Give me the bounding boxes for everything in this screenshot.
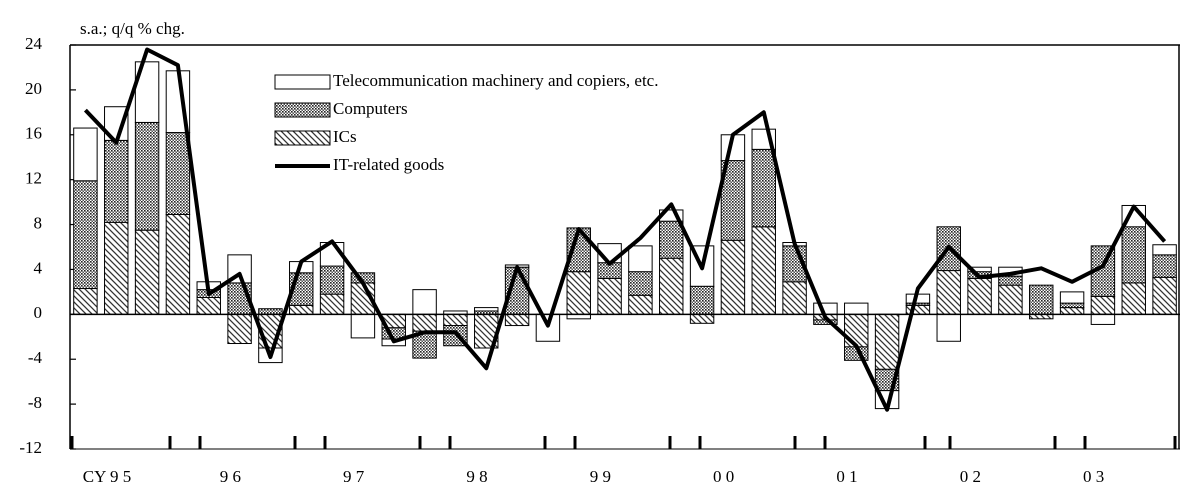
bar-segment <box>998 275 1023 286</box>
line-series <box>83 47 1167 412</box>
bar-segment <box>628 294 653 315</box>
legend-swatch <box>274 130 331 146</box>
legend-swatch <box>274 102 331 118</box>
y-tick-label: -12 <box>19 438 42 457</box>
bar-segment <box>134 229 160 315</box>
unit-label: s.a.; q/q % chg. <box>80 19 185 38</box>
bar-segment <box>535 313 561 342</box>
bar-segment <box>73 288 98 315</box>
bar-segment <box>874 313 900 370</box>
bar-segment <box>196 297 221 315</box>
bar-segment <box>659 257 684 315</box>
bar-segment <box>350 313 376 339</box>
legend-label: IT-related goods <box>333 155 444 174</box>
bar-segment <box>134 61 160 123</box>
bar-segment <box>1152 244 1177 256</box>
bar-segment <box>936 270 961 315</box>
bar-segment <box>412 313 437 332</box>
x-tick-label: CY 9 5 <box>83 467 132 486</box>
legend-label: Telecommunication machinery and copiers,… <box>333 71 658 90</box>
bar-segment <box>443 313 468 327</box>
bar-segment <box>628 245 653 273</box>
bar-segment <box>844 302 869 315</box>
x-tick-label: 0 3 <box>1083 467 1104 486</box>
bar-segment <box>319 293 345 315</box>
bar-segment <box>628 271 653 296</box>
x-tick-label: 9 6 <box>220 467 241 486</box>
bar-segment <box>689 313 715 324</box>
y-tick-label: 4 <box>34 258 43 277</box>
bar-segment <box>566 271 591 315</box>
bar-segment <box>165 213 191 315</box>
bar-segment <box>73 180 98 290</box>
x-tick-label: 9 9 <box>590 467 611 486</box>
bar-segment <box>998 284 1023 315</box>
x-tick-label: 0 2 <box>960 467 981 486</box>
x-tick-label: 0 1 <box>836 467 857 486</box>
bar-segment <box>751 226 776 315</box>
bar-segment <box>597 277 622 315</box>
bar-segment <box>967 266 992 273</box>
bar-segment <box>689 285 715 315</box>
bar-segment <box>474 307 499 312</box>
bar-segment <box>782 281 807 315</box>
y-tick-label: 16 <box>25 124 42 143</box>
x-tick-label: 0 0 <box>713 467 734 486</box>
bar-segment <box>104 221 129 315</box>
y-tick-label: 8 <box>34 213 43 232</box>
y-tick-label: 24 <box>25 34 43 53</box>
bar-segment <box>1059 291 1085 304</box>
bar-segment <box>720 239 746 315</box>
bar-segment <box>844 313 869 348</box>
bar-segment <box>319 265 345 295</box>
bar-segment <box>1121 282 1146 315</box>
bar-segment <box>1152 254 1177 278</box>
bar-segment <box>104 139 129 223</box>
bar-segment <box>73 127 98 182</box>
bar-segment <box>1059 307 1085 315</box>
bar-segment <box>659 220 684 259</box>
bar-segment <box>1090 295 1116 315</box>
bar-segment <box>1059 302 1085 309</box>
bar-segment <box>165 132 191 215</box>
bar-segment <box>134 121 160 231</box>
bar-segment <box>751 148 776 228</box>
x-tick-label: 9 7 <box>343 467 365 486</box>
y-tick-label: 12 <box>25 169 42 188</box>
bar-segment <box>1121 226 1146 284</box>
bar-segment <box>504 313 530 327</box>
y-tick-label: -8 <box>28 393 42 412</box>
bar-segment <box>227 313 252 345</box>
y-tick-label: -4 <box>28 348 43 367</box>
bar-segment <box>936 313 961 342</box>
bar-segment <box>412 289 437 315</box>
bar-segment <box>1090 313 1116 325</box>
bar-segment <box>289 304 314 315</box>
y-tick-label: 0 <box>34 303 43 322</box>
bar-segment <box>1152 276 1177 315</box>
bar-segment <box>1029 284 1054 315</box>
bar-segment <box>258 308 283 315</box>
legend-label: Computers <box>333 99 408 118</box>
legend-label: ICs <box>333 127 357 146</box>
legend-swatch <box>274 74 331 90</box>
x-tick-label: 9 8 <box>466 467 487 486</box>
y-tick-label: 20 <box>25 79 42 98</box>
bar-segment <box>967 277 992 315</box>
